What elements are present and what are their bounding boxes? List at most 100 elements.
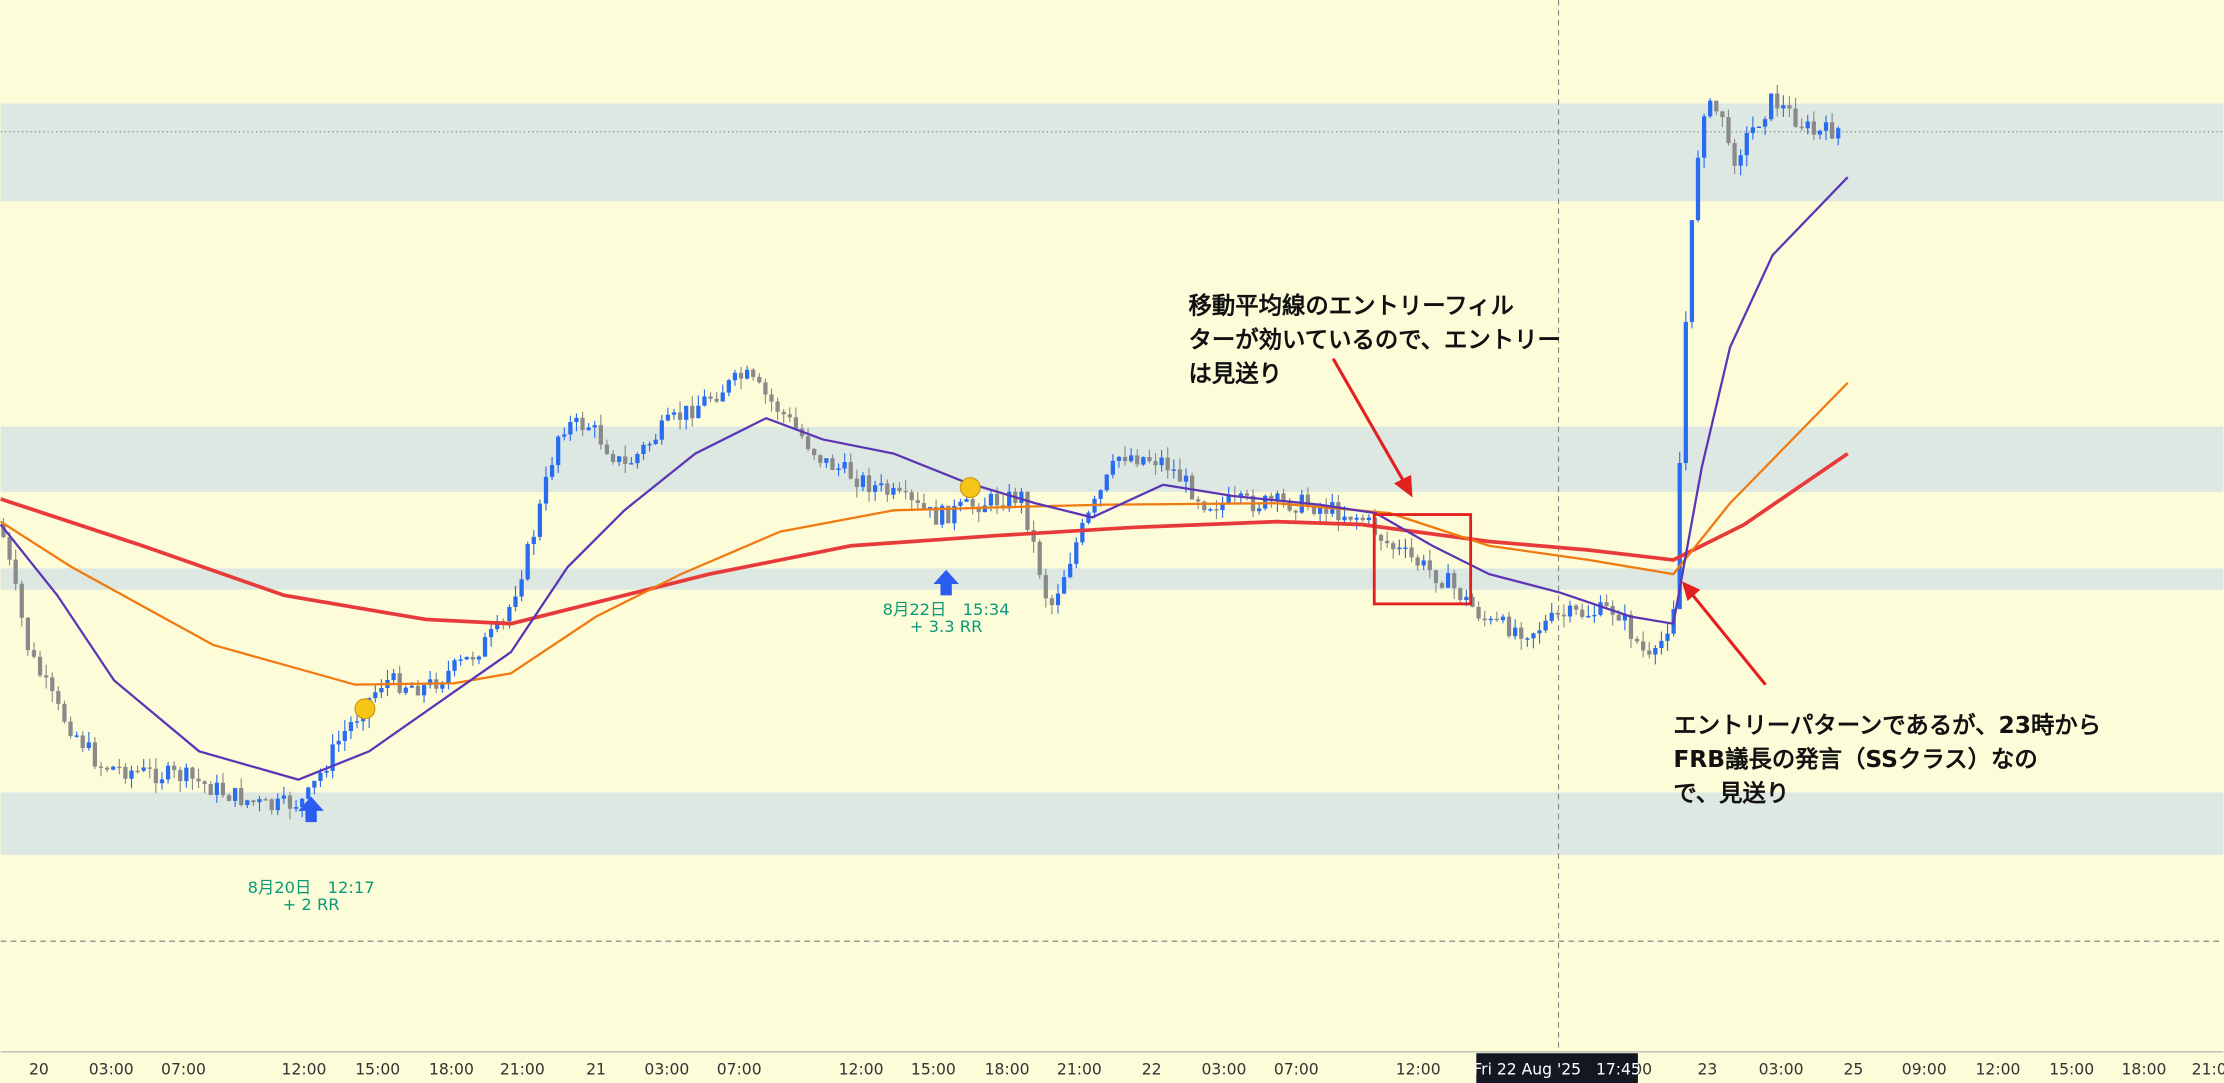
x-tick-label: 22 — [1142, 1060, 1162, 1078]
candle-body — [409, 685, 415, 688]
candle-body — [1482, 618, 1487, 621]
candle-body — [860, 475, 866, 487]
x-tick-label: 03:00 — [89, 1060, 134, 1078]
candle-body — [623, 456, 628, 464]
candle-body — [1811, 121, 1816, 135]
trade-result: + 2 RR — [283, 895, 340, 914]
candle-body — [1061, 577, 1067, 594]
candle-body — [464, 656, 469, 660]
candle-body — [647, 443, 652, 446]
crosshair-label: Fri 22 Aug '25 17:45 — [1473, 1060, 1641, 1078]
candle-body — [421, 684, 427, 696]
candle-body — [1769, 93, 1774, 120]
candle-body — [1732, 143, 1737, 166]
candle-body — [1043, 575, 1048, 599]
candle-body — [56, 691, 61, 704]
candle-body — [226, 795, 232, 801]
entry-arrow — [933, 569, 959, 596]
candle-body — [1360, 517, 1365, 521]
candle-body — [726, 380, 731, 393]
candle-body — [1324, 507, 1329, 514]
candle-body — [147, 767, 152, 769]
candle-body — [751, 369, 756, 377]
candle-body — [476, 656, 482, 660]
candle-body — [1561, 614, 1567, 617]
candle-body — [318, 772, 323, 781]
crosshair-label-box — [1476, 1053, 1638, 1083]
candle-body — [141, 767, 146, 771]
candle-body — [1153, 461, 1158, 466]
x-tick-label: 03:00 — [644, 1060, 689, 1078]
candle-body — [1214, 509, 1219, 511]
candle-body — [1506, 616, 1512, 637]
candle-body — [1519, 627, 1524, 639]
candle-body — [470, 656, 475, 660]
candle-body — [1165, 457, 1170, 471]
candle-body — [1799, 126, 1804, 129]
candle-body — [293, 807, 299, 809]
annotation-line: エントリーパターンであるが、23時から — [1673, 711, 2101, 739]
candle-body — [684, 405, 689, 420]
x-tick-label: 15:00 — [911, 1060, 956, 1078]
candle-body — [1714, 100, 1719, 112]
candle-body — [1317, 507, 1323, 514]
candle-body — [1269, 495, 1274, 502]
candle-body — [458, 659, 463, 661]
trade-result: + 3.3 RR — [910, 617, 983, 636]
candle-body — [1202, 501, 1207, 511]
candle-body — [1409, 547, 1414, 558]
candle-body — [1537, 630, 1542, 634]
candle-body — [1354, 517, 1359, 520]
candle-body — [1817, 130, 1823, 135]
candle-body — [1464, 596, 1469, 601]
candle-body — [196, 778, 201, 782]
candle-body — [507, 606, 512, 622]
candle-body — [885, 483, 890, 495]
candle-body — [653, 439, 658, 444]
candle-body — [354, 721, 360, 723]
candle-body — [988, 493, 994, 506]
candle-body — [232, 788, 238, 801]
candle-body — [568, 421, 573, 435]
candle-body — [1756, 126, 1762, 128]
x-tick-label: 18:00 — [429, 1060, 474, 1078]
candle-body — [690, 405, 695, 419]
candle-body — [592, 425, 597, 428]
candle-body — [1238, 493, 1243, 496]
candle-body — [7, 537, 12, 560]
x-tick-label: 15:00 — [2049, 1060, 2094, 1078]
annotation-line: FRB議長の発言（SSクラス）なの — [1673, 745, 2037, 773]
candle-body — [610, 454, 616, 462]
candle-body — [488, 629, 494, 638]
candle-body — [98, 766, 104, 768]
candle-body — [446, 670, 451, 684]
candle-body — [391, 673, 396, 680]
candle-body — [1226, 495, 1231, 503]
candle-body — [574, 417, 579, 422]
candle-body — [1823, 122, 1829, 131]
candle-body — [1513, 627, 1518, 637]
candle-body — [836, 468, 841, 470]
candle-body — [1098, 490, 1103, 499]
candle-body — [1391, 543, 1396, 550]
candle-body — [379, 688, 384, 693]
candle-body — [25, 617, 30, 651]
candle-body — [1543, 620, 1548, 631]
candle-body — [336, 740, 341, 745]
x-tick-label: 07:00 — [1274, 1060, 1319, 1078]
candle-body — [775, 401, 780, 412]
candle-body — [1805, 121, 1810, 129]
candle-body — [793, 417, 799, 429]
candle-body — [1738, 155, 1743, 166]
candle-body — [1665, 633, 1670, 641]
candle-body — [769, 394, 774, 402]
candle-body — [1488, 618, 1493, 621]
candle-body — [1647, 650, 1652, 655]
candle-body — [519, 579, 524, 597]
candle-body — [452, 660, 457, 671]
candle-body — [1701, 116, 1707, 158]
candle-body — [1378, 535, 1384, 541]
candle-body — [903, 490, 908, 493]
candle-body — [531, 536, 536, 545]
candle-body — [781, 411, 786, 415]
